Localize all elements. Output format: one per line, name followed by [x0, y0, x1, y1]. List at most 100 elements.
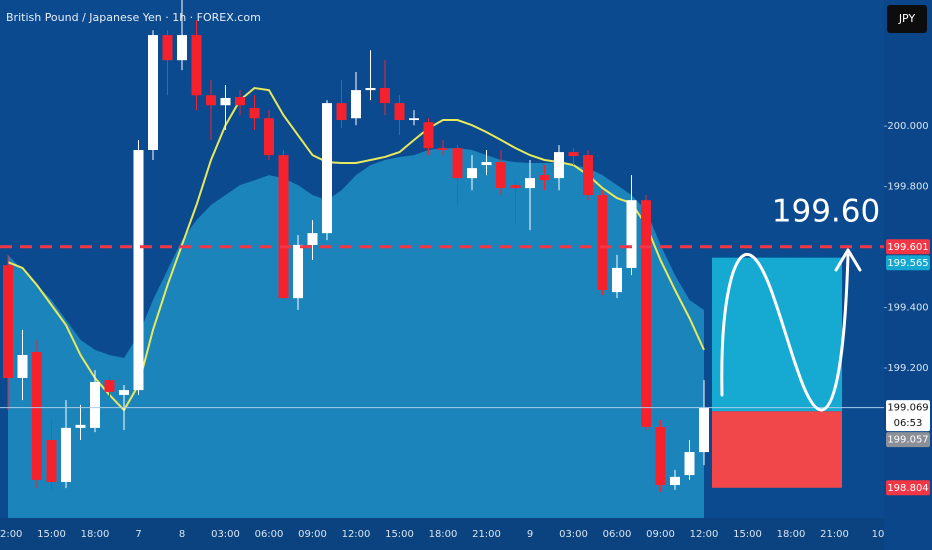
- position-target: [712, 257, 842, 412]
- y-tick-label: 199.800: [887, 182, 928, 193]
- candle-body: [322, 103, 332, 234]
- candle-body: [104, 380, 115, 392]
- candle-body: [568, 152, 579, 157]
- x-tick-label: 18:00: [81, 529, 110, 540]
- price-axis-band: [884, 0, 932, 550]
- x-tick-label: 15:00: [733, 529, 762, 540]
- x-tick-label: 9: [527, 529, 533, 540]
- position-stop: [712, 411, 842, 488]
- y-tick-label: 200.000: [887, 121, 928, 132]
- candle-body: [119, 390, 129, 395]
- x-tick-label: 15:00: [385, 529, 414, 540]
- candle-body: [438, 148, 448, 150]
- candle-body: [235, 97, 245, 106]
- time-axis-band: [0, 518, 884, 550]
- y-tick-label: 199.200: [887, 363, 928, 374]
- price-label-box: [886, 255, 930, 271]
- price-label: 199.069: [887, 403, 928, 414]
- price-label: 199.565: [887, 258, 928, 269]
- area: [8, 148, 704, 518]
- candle-body: [148, 35, 158, 150]
- x-tick-label: 03:00: [559, 529, 588, 540]
- candle-body: [467, 168, 477, 179]
- candle-body: [293, 244, 303, 299]
- price-label-box: [886, 400, 930, 432]
- candle-body: [583, 155, 593, 196]
- currency-button[interactable]: [887, 5, 927, 33]
- candle-body: [684, 452, 695, 476]
- x-tick-label: 8: [179, 529, 185, 540]
- x-tick-label: 12:00: [0, 529, 22, 540]
- candle-body: [90, 381, 100, 428]
- candle-body: [75, 424, 86, 428]
- candle-body: [220, 97, 231, 106]
- countdown: 06:53: [894, 418, 923, 429]
- drawn-arrow-head: [834, 248, 862, 272]
- candle-body: [278, 155, 289, 299]
- price-label-box: [886, 239, 930, 255]
- candle-body: [380, 87, 390, 104]
- candle-body: [46, 439, 57, 483]
- price-label: 199.601: [887, 242, 928, 253]
- candle-body: [641, 200, 651, 427]
- candle-body: [481, 162, 492, 166]
- candle-body: [177, 35, 187, 61]
- drawn-curve: [720, 252, 850, 412]
- x-tick-label: 09:00: [646, 529, 675, 540]
- candle-body: [626, 200, 637, 268]
- candle-body: [409, 118, 419, 121]
- candle-body: [612, 267, 622, 293]
- y-tick-label: 199.400: [887, 303, 928, 314]
- candle-body: [655, 426, 666, 486]
- candle-body: [206, 95, 216, 106]
- candle-body: [496, 162, 506, 189]
- x-tick-label: 03:00: [211, 529, 240, 540]
- position-layer: [0, 245, 884, 488]
- candle-body: [17, 355, 28, 378]
- candle-body: [423, 122, 434, 149]
- x-tick-label: 06:00: [255, 529, 284, 540]
- candle-body: [336, 103, 347, 121]
- candle-body: [162, 35, 173, 61]
- x-tick-label: 15:00: [37, 529, 66, 540]
- candle-body: [351, 90, 361, 119]
- candle-body: [510, 185, 521, 189]
- x-tick-label: 21:00: [472, 529, 501, 540]
- candle-body: [191, 35, 202, 96]
- candle-body: [670, 476, 680, 486]
- candle-body: [597, 195, 608, 290]
- candle-body: [394, 103, 405, 121]
- candle-body: [539, 175, 550, 181]
- candle-body: [3, 265, 13, 378]
- x-tick-label: 18:00: [429, 529, 458, 540]
- annotation: 199.60: [772, 193, 880, 229]
- candle-body: [249, 107, 260, 119]
- x-tick-label: 09:00: [298, 529, 327, 540]
- candle-body: [699, 407, 709, 453]
- candle-body: [307, 233, 318, 245]
- x-tick-label: 12:00: [342, 529, 371, 540]
- candle-body: [32, 351, 42, 480]
- x-tick-label: 18:00: [777, 529, 806, 540]
- price-label-box: [886, 432, 930, 448]
- candle-body: [554, 152, 564, 179]
- candle-body: [264, 118, 274, 156]
- price-label: 198.804: [887, 483, 928, 494]
- chart-title: British Pound / Japanese Yen · 1h · FORE…: [6, 11, 261, 24]
- price-label: 199.057: [887, 435, 928, 446]
- candle-body: [61, 427, 71, 483]
- currency-label[interactable]: JPY: [898, 12, 916, 25]
- price-label-box: [886, 480, 930, 496]
- candle-layer: [3, 0, 709, 492]
- x-tick-label: 21:00: [820, 529, 849, 540]
- axis-layer: 199.60 199.200 199.400 199.800 200.000 199.60…: [0, 121, 930, 540]
- candle-body: [452, 148, 463, 179]
- x-tick-label: 10: [872, 529, 885, 540]
- candle-body: [133, 149, 144, 391]
- candle-body: [525, 178, 535, 189]
- x-tick-label: 12:00: [690, 529, 719, 540]
- candle-body: [365, 87, 376, 91]
- x-tick-label: 7: [135, 529, 141, 540]
